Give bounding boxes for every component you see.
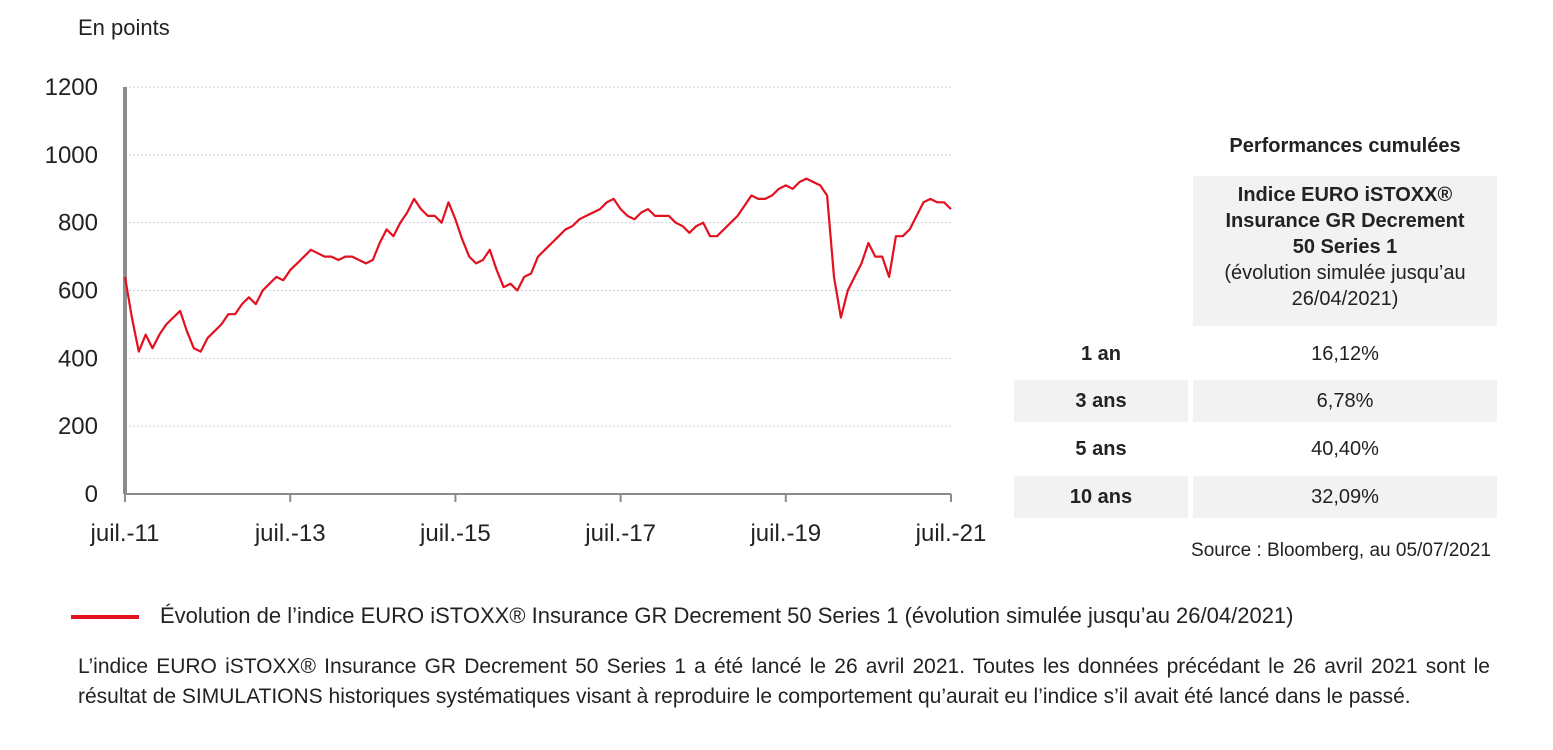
table-row: 3 ans 6,78% (1014, 380, 1497, 422)
header-line-3: 50 Series 1 (1292, 236, 1398, 258)
series-line (123, 177, 952, 353)
header-line-4: (évolution simulée jusqu’au (1224, 262, 1466, 284)
x-tick-label: juil.-17 (584, 520, 656, 547)
row-label: 3 ans (1014, 380, 1188, 422)
table-row: 5 ans 40,40% (1014, 428, 1497, 470)
x-tick-label: juil.-19 (749, 520, 821, 547)
y-axis-unit-label: En points (78, 15, 170, 40)
x-tick-label: juil.-13 (254, 520, 326, 547)
table-row: 10 ans 32,09% (1014, 476, 1497, 518)
performance-table-title: Performances cumulées (1229, 135, 1461, 157)
y-tick-labels: 0 200 400 600 800 1000 1200 (45, 74, 98, 508)
legend-label: Évolution de l’indice EURO iSTOXX® Insur… (160, 603, 1294, 628)
source-note: Source : Bloomberg, au 05/07/2021 (1191, 540, 1491, 561)
row-label: 5 ans (1075, 438, 1127, 460)
y-tick-label: 0 (85, 481, 98, 508)
y-tick-label: 800 (58, 210, 98, 237)
table-row: 1 an 16,12% (1014, 333, 1497, 375)
x-tick-labels: juil.-11 juil.-13 juil.-15 juil.-17 juil.-19… (90, 520, 987, 547)
row-label: 10 ans (1014, 476, 1188, 518)
series-lines (123, 177, 952, 353)
legend-swatch (71, 615, 139, 619)
row-value: 40,40% (1311, 438, 1379, 460)
x-tick-label: juil.-11 (90, 520, 160, 547)
x-tick-label: juil.-15 (419, 520, 491, 547)
row-value: 32,09% (1193, 476, 1497, 518)
y-tick-label: 200 (58, 413, 98, 440)
y-tick-label: 600 (58, 278, 98, 305)
row-value: 6,78% (1193, 380, 1497, 422)
row-label: 1 an (1080, 343, 1122, 365)
y-tick-label: 400 (58, 345, 98, 372)
y-tick-label: 1200 (45, 74, 98, 101)
header-line-5: 26/04/2021) (1291, 288, 1399, 310)
performance-table-header: Indice EURO iSTOXX® Insurance GR Decreme… (1193, 176, 1497, 326)
y-tick-label: 1000 (45, 142, 98, 169)
x-tick-label: juil.-21 (915, 520, 987, 547)
disclaimer-text: L’indice EURO iSTOXX® Insurance GR Decre… (78, 655, 1490, 708)
axes (123, 87, 952, 502)
header-line-1: Indice EURO iSTOXX® (1237, 184, 1453, 206)
header-line-2: Insurance GR Decrement (1225, 210, 1465, 232)
row-value: 16,12% (1311, 343, 1379, 365)
